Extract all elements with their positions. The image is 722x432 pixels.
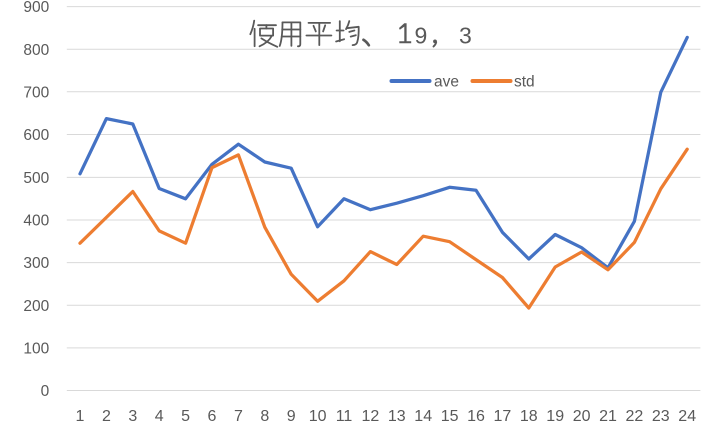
- svg-text:21: 21: [599, 408, 617, 425]
- svg-text:13: 13: [388, 408, 406, 425]
- svg-text:0: 0: [41, 383, 50, 400]
- svg-text:16: 16: [467, 408, 485, 425]
- svg-text:600: 600: [23, 127, 49, 144]
- svg-text:8: 8: [260, 408, 269, 425]
- svg-text:22: 22: [626, 408, 644, 425]
- svg-text:ave: ave: [434, 73, 459, 90]
- svg-text:10: 10: [309, 408, 327, 425]
- svg-text:23: 23: [652, 408, 670, 425]
- svg-text:9: 9: [287, 408, 296, 425]
- svg-text:19: 19: [546, 408, 564, 425]
- svg-text:11: 11: [336, 408, 353, 425]
- svg-text:9: 9: [415, 22, 428, 48]
- svg-text:400: 400: [23, 213, 49, 230]
- svg-text:300: 300: [23, 255, 49, 272]
- svg-text:std: std: [514, 73, 535, 90]
- svg-text:4: 4: [155, 408, 164, 425]
- svg-text:7: 7: [234, 408, 243, 425]
- svg-text:5: 5: [181, 408, 190, 425]
- svg-text:17: 17: [494, 408, 512, 425]
- svg-text:100: 100: [23, 340, 49, 357]
- svg-text:2: 2: [102, 408, 111, 425]
- svg-text:20: 20: [573, 408, 591, 425]
- svg-text:14: 14: [414, 408, 432, 425]
- svg-text:3: 3: [128, 408, 137, 425]
- svg-text:200: 200: [23, 298, 49, 315]
- svg-text:15: 15: [441, 408, 459, 425]
- svg-text:1: 1: [76, 408, 85, 425]
- svg-text:800: 800: [23, 42, 49, 59]
- svg-text:6: 6: [208, 408, 217, 425]
- svg-text:700: 700: [23, 84, 49, 101]
- svg-text:900: 900: [23, 0, 49, 16]
- svg-text:24: 24: [678, 408, 696, 425]
- svg-text:12: 12: [362, 408, 380, 425]
- svg-text:18: 18: [520, 408, 538, 425]
- svg-text:3: 3: [459, 22, 472, 48]
- svg-text:500: 500: [23, 170, 49, 187]
